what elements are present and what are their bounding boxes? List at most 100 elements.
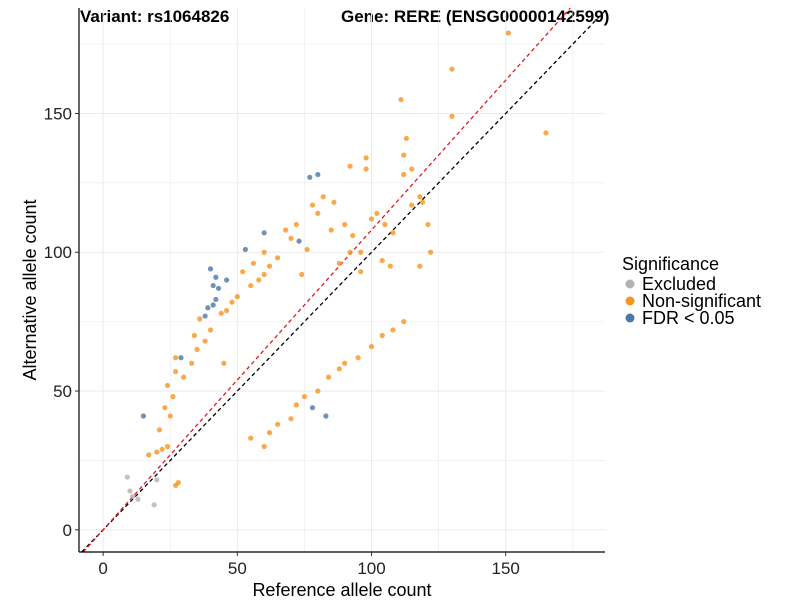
point-non-significant: [299, 271, 305, 278]
point-non-significant: [274, 255, 281, 261]
point-non-significant: [261, 443, 267, 450]
point-fdr: [215, 285, 222, 291]
point-non-significant: [449, 66, 455, 72]
point-excluded: [154, 477, 160, 483]
point-non-significant: [374, 210, 380, 216]
point-non-significant: [164, 382, 171, 389]
point-non-significant: [224, 307, 230, 314]
point-excluded: [127, 488, 133, 494]
point-fdr: [205, 305, 211, 311]
point-fdr: [296, 238, 302, 244]
point-non-significant: [170, 393, 176, 400]
x-tick-label: 100: [357, 559, 385, 578]
point-non-significant: [425, 221, 431, 228]
point-non-significant: [261, 271, 267, 278]
point-non-significant: [505, 30, 511, 36]
point-fdr: [178, 355, 184, 361]
legend-label-non-significant: Non-significant: [642, 291, 761, 311]
point-non-significant: [240, 269, 246, 275]
point-non-significant: [248, 435, 254, 441]
point-non-significant: [164, 443, 171, 450]
legend-title: Significance: [622, 254, 719, 274]
point-non-significant: [218, 310, 224, 316]
point-non-significant: [403, 135, 410, 142]
point-non-significant: [173, 482, 179, 488]
grid-lines: [79, 8, 605, 552]
legend-label-excluded: Excluded: [642, 274, 716, 294]
point-non-significant: [315, 210, 321, 216]
point-non-significant: [288, 235, 294, 241]
point-non-significant: [543, 130, 549, 136]
point-non-significant: [202, 338, 208, 344]
point-non-significant: [266, 430, 273, 436]
point-non-significant: [173, 355, 179, 361]
point-non-significant: [301, 393, 308, 400]
point-non-significant: [358, 249, 364, 255]
point-non-significant: [325, 374, 332, 380]
point-non-significant: [401, 171, 407, 178]
point-non-significant: [355, 355, 361, 361]
point-fdr: [323, 413, 329, 419]
point-non-significant: [181, 374, 187, 380]
point-non-significant: [283, 227, 289, 233]
plot-area: 0 50 100 150 0 50 100 150: [44, 7, 606, 578]
point-non-significant: [409, 166, 415, 172]
point-non-significant: [207, 327, 214, 333]
point-fdr: [210, 302, 216, 308]
point-non-significant: [194, 346, 200, 352]
point-non-significant: [347, 163, 353, 169]
point-non-significant: [167, 413, 173, 419]
point-non-significant: [159, 446, 165, 452]
point-fdr: [213, 274, 219, 280]
point-non-significant: [401, 319, 407, 325]
point-non-significant: [309, 202, 316, 208]
point-fdr: [224, 277, 230, 283]
point-non-significant: [293, 402, 299, 408]
point-non-significant: [379, 332, 385, 339]
point-fdr: [213, 296, 219, 303]
legend-swatch-non-significant: [625, 296, 635, 306]
point-non-significant: [409, 202, 415, 208]
point-non-significant: [342, 221, 348, 228]
legend-swatch-excluded: [625, 279, 635, 289]
point-fdr: [210, 282, 216, 289]
point-non-significant: [293, 221, 299, 228]
x-tick-label: 50: [228, 559, 247, 578]
legend-label-fdr: FDR < 0.05: [642, 308, 735, 328]
point-non-significant: [162, 405, 168, 411]
point-non-significant: [234, 294, 240, 300]
y-tick-label: 50: [53, 382, 72, 401]
point-non-significant: [331, 199, 337, 205]
point-non-significant: [156, 427, 163, 433]
x-axis-ticks: 0 50 100 150: [98, 552, 520, 578]
point-non-significant: [189, 360, 195, 366]
point-fdr: [261, 230, 267, 236]
point-non-significant: [387, 263, 393, 269]
point-non-significant: [417, 194, 423, 200]
point-non-significant: [261, 249, 267, 255]
point-non-significant: [336, 260, 342, 266]
point-non-significant: [221, 360, 227, 366]
point-non-significant: [417, 263, 423, 269]
point-non-significant: [191, 332, 197, 339]
point-non-significant: [274, 421, 281, 427]
point-non-significant: [197, 316, 203, 322]
point-non-significant: [266, 263, 273, 269]
y-axis-title: Alternative allele count: [20, 199, 40, 380]
y-axis-ticks: 0 50 100 150: [44, 104, 79, 540]
point-fdr: [202, 313, 208, 319]
x-tick-label: 0: [98, 559, 107, 578]
point-fdr: [207, 266, 214, 272]
legend: Significance Excluded Non-significant FD…: [622, 254, 761, 328]
point-non-significant: [350, 232, 356, 239]
point-non-significant: [401, 152, 407, 158]
point-non-significant: [363, 155, 369, 161]
point-excluded: [130, 493, 136, 500]
point-fdr: [315, 171, 321, 178]
point-non-significant: [358, 269, 364, 275]
reference-lines: [81, 7, 606, 553]
x-axis-title: Reference allele count: [252, 580, 431, 600]
point-fdr: [307, 174, 313, 180]
point-fdr: [242, 246, 248, 253]
legend-swatch-fdr: [625, 313, 635, 323]
